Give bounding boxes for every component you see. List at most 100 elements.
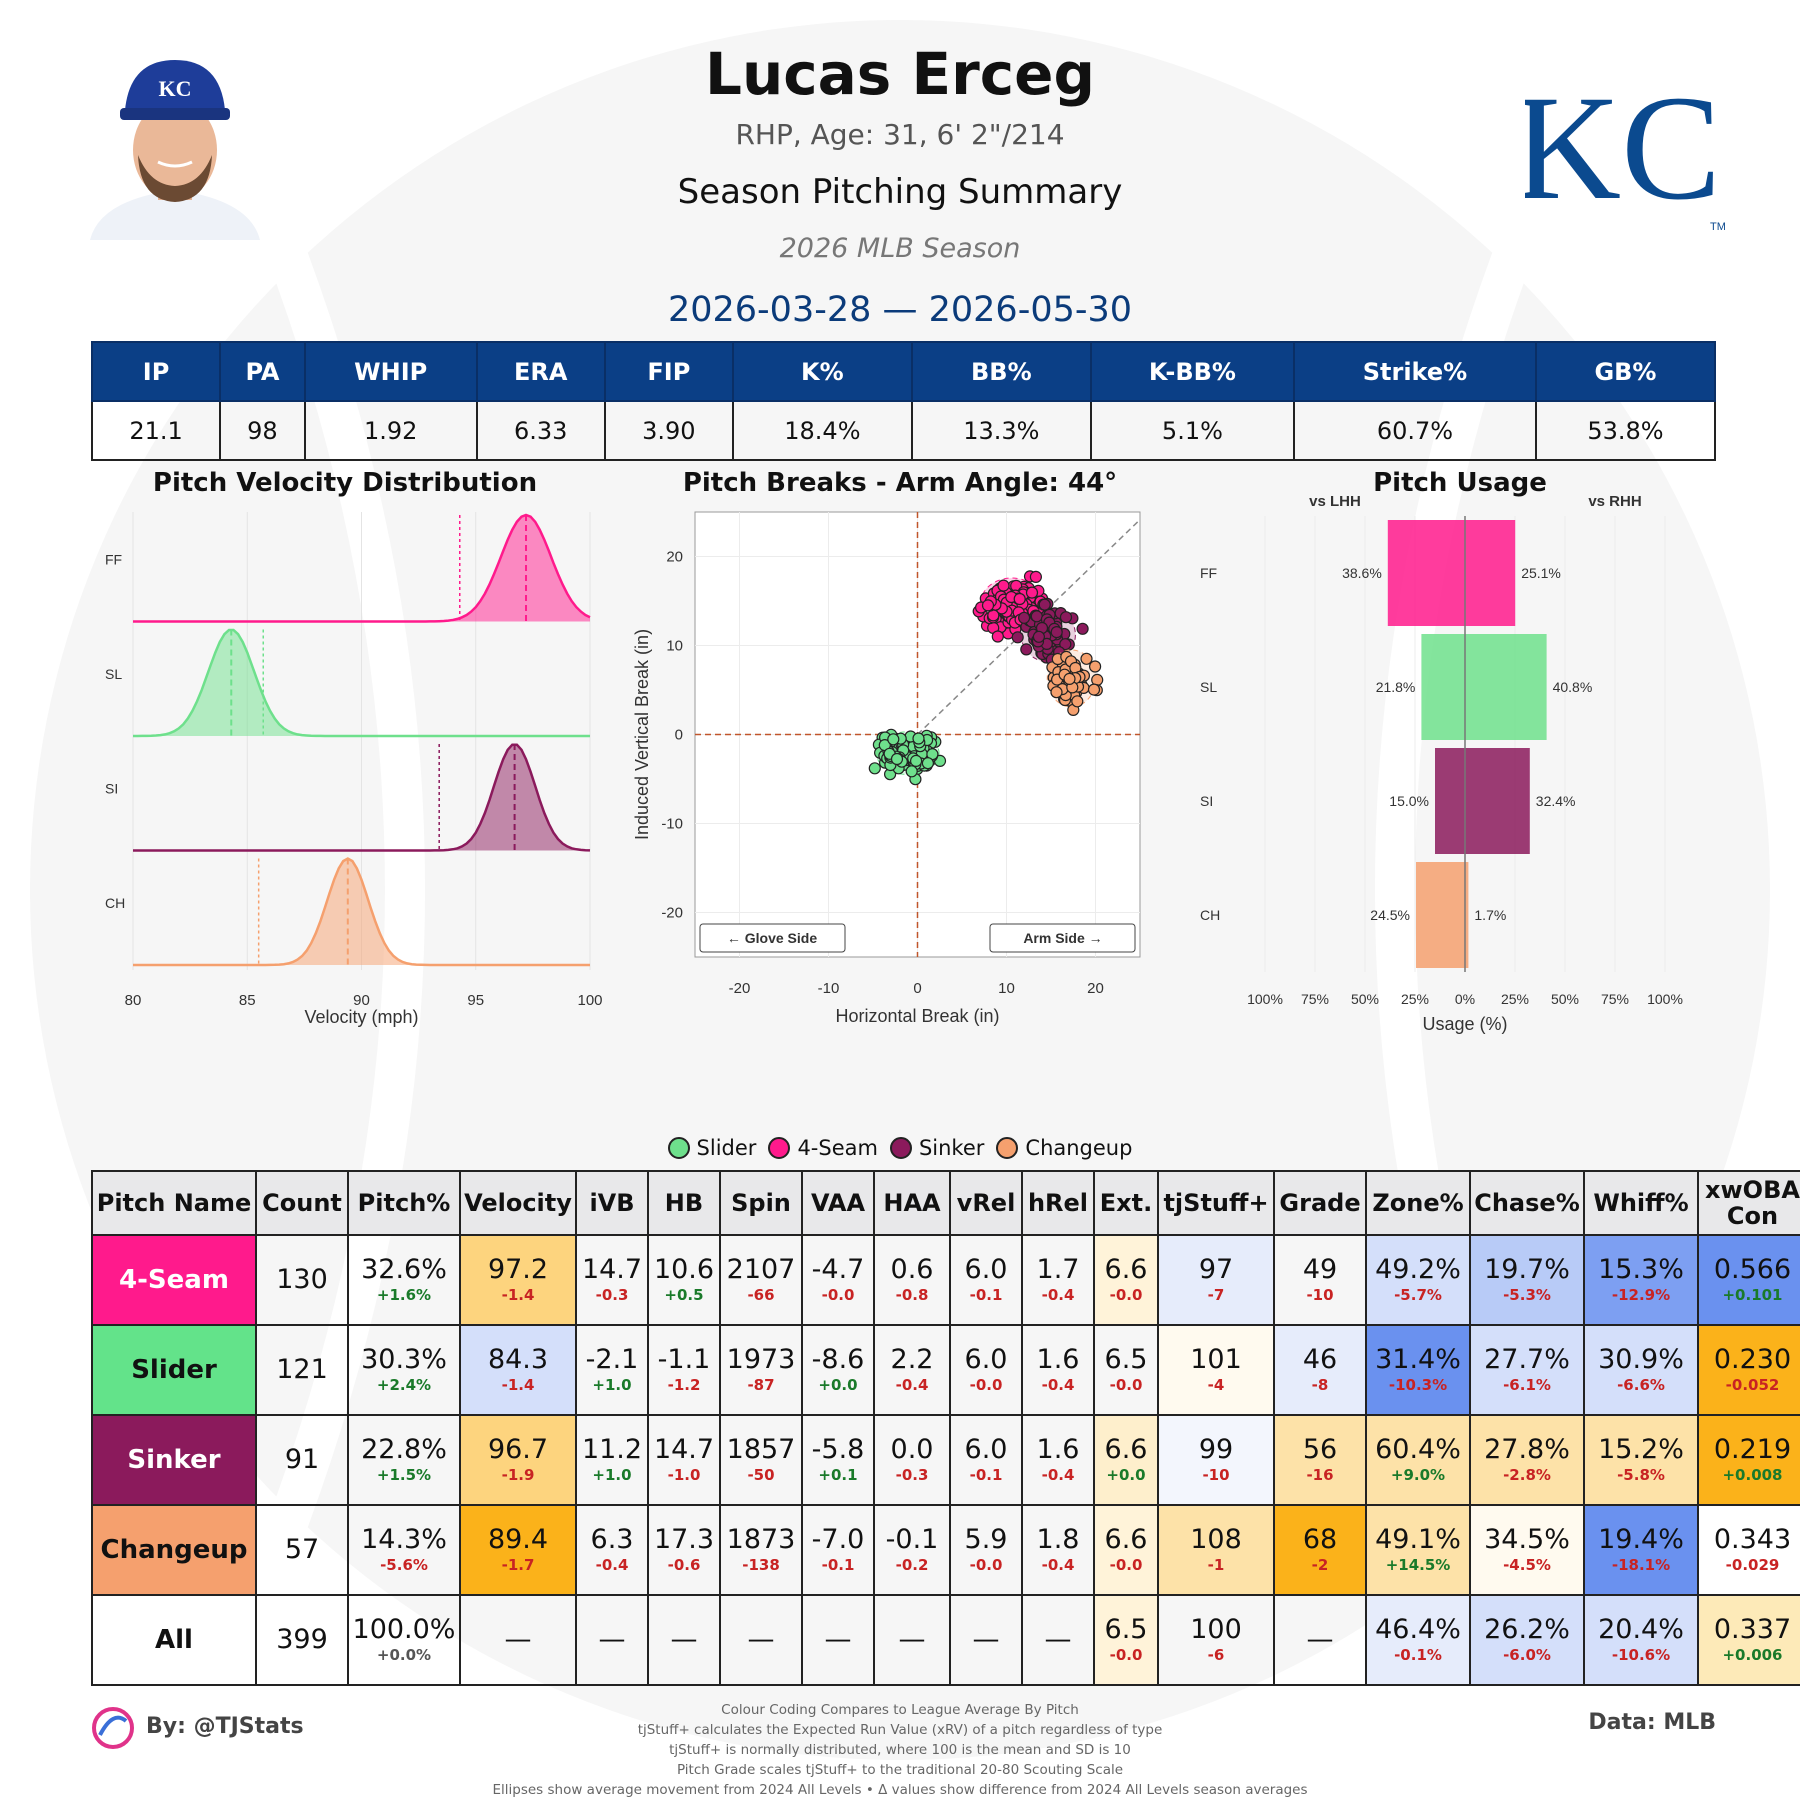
glove-side-label: ← Glove Side [727,930,817,946]
footnote-line: tjStuff+ is normally distributed, where … [669,1742,1131,1758]
metric-value: -7.0 [811,1524,865,1555]
usage-label-rhh: 25.1% [1521,565,1561,581]
metric-delta: -5.7% [1394,1286,1442,1304]
usage-label-rhh: 1.7% [1474,907,1506,923]
pitch-point [868,762,881,775]
x-tick-label: 0% [1455,991,1475,1007]
metric-cell: -4.7 -0.0 [801,1234,875,1326]
metric-delta: +1.0 [592,1376,632,1394]
metric-delta: +0.1 [818,1466,858,1484]
legend-swatch [889,1137,912,1159]
metric-cell: — [1021,1594,1095,1686]
metric-value: 0.219 [1713,1434,1792,1465]
metric-cell: — [719,1594,803,1686]
metric-value: 6.0 [964,1344,1008,1375]
density-area [133,858,590,965]
metric-delta: -1.4 [501,1376,535,1394]
metric-value: — [972,1624,1000,1655]
usage-bar-lhh [1435,748,1465,854]
metric-cell: — [1273,1594,1367,1686]
y-tick-label: 10 [666,638,683,655]
metric-cell: 6.6 -0.0 [1093,1234,1159,1326]
metric-value: 6.5 [1104,1344,1148,1375]
density-area [133,744,590,851]
metric-delta: -10 [1202,1466,1230,1484]
metric-value: 49.1% [1375,1524,1461,1555]
metric-delta: -1.9 [501,1466,535,1484]
column-header: Chase% [1469,1170,1585,1236]
metric-cell: 20.4% -10.6% [1583,1594,1699,1686]
metric-cell: 1.8 -0.4 [1021,1504,1095,1596]
metric-cell: — [459,1594,577,1686]
metric-value: 27.8% [1484,1434,1570,1465]
pitch-row-label: CH [105,895,125,911]
metric-cell: 46.4% -0.1% [1365,1594,1471,1686]
metric-value: 14.3% [361,1524,447,1555]
pitch-point [981,599,995,612]
metric-value: 10.6 [653,1254,715,1285]
column-header: Ext. [1093,1170,1159,1236]
metric-value: — [824,1624,852,1655]
metric-cell: 22.8% +1.5% [347,1414,461,1506]
x-tick-label: 75% [1301,991,1329,1007]
metric-cell: 17.3 -0.6 [647,1504,721,1596]
pitch-point [1038,598,1051,611]
metric-value: 97 [1198,1254,1234,1285]
metric-value: -4.7 [811,1254,865,1285]
usage-chart-title: Pitch Usage [1373,468,1547,498]
metric-delta: -18.1% [1611,1556,1671,1574]
data-source: Data: MLB [1588,1710,1716,1735]
legend-item: Slider [667,1136,756,1160]
column-header: HB [647,1170,721,1236]
metric-delta: -4 [1207,1376,1225,1394]
metric-value: 6.3 [590,1524,634,1555]
metric-value: 89.4 [487,1524,549,1555]
column-header: Pitch Name [91,1170,257,1236]
metric-cell: 2107 -66 [719,1234,803,1326]
footnote-line: Ellipses show average movement from 2024… [492,1782,1308,1798]
metric-cell: -0.1 -0.2 [873,1504,951,1596]
column-header: VAA [801,1170,875,1236]
metric-cell: 6.5 -0.0 [1093,1324,1159,1416]
metric-delta: -0.0 [1109,1646,1143,1664]
metric-value: — [670,1624,698,1655]
metric-cell: 101 -4 [1157,1324,1275,1416]
footnote-line: tjStuff+ calculates the Expected Run Val… [637,1722,1163,1738]
pitch-point [1080,652,1093,665]
metric-cell: 91 [255,1414,349,1506]
metric-value: 1857 [726,1434,796,1465]
metric-delta: -0.0 [969,1376,1003,1394]
metric-value: 15.2% [1598,1434,1684,1465]
metric-value: — [504,1624,532,1655]
usage-bar-lhh [1421,634,1465,740]
metric-cell: 121 [255,1324,349,1416]
metric-cell: 1973 -87 [719,1324,803,1416]
stat-header: ERA [475,341,606,402]
metric-cell: 0.0 -0.3 [873,1414,951,1506]
pitch-point [1029,570,1042,584]
metric-value: — [898,1624,926,1655]
x-tick-label: 100% [1647,991,1683,1007]
metric-value: 121 [276,1354,328,1385]
pitch-name-cell: Changeup [91,1504,257,1596]
metric-delta: -0.1 [821,1556,855,1574]
metric-delta: -0.0 [969,1556,1003,1574]
metric-cell: 97 -7 [1157,1234,1275,1326]
pitch-point [1030,610,1043,623]
metric-cell: 26.2% -6.0% [1469,1594,1585,1686]
metric-delta: +9.0% [1390,1466,1446,1484]
metric-cell: — [801,1594,875,1686]
metric-delta: +2.4% [376,1376,432,1394]
season-label: 2026 MLB Season [779,233,1021,264]
metric-cell: 14.7 -1.0 [647,1414,721,1506]
metric-value: 22.8% [361,1434,447,1465]
metric-cell: 68 -2 [1273,1504,1367,1596]
column-header: xwOBA Con [1697,1170,1800,1236]
metric-cell: 10.6 +0.5 [647,1234,721,1326]
pitch-point [1050,686,1063,699]
stat-header: K-BB% [1089,341,1296,402]
metric-delta: -0.0 [821,1286,855,1304]
y-tick-label: 0 [675,727,683,744]
stat-value: 18.4% [731,400,913,461]
metric-delta: -1.0 [667,1466,701,1484]
